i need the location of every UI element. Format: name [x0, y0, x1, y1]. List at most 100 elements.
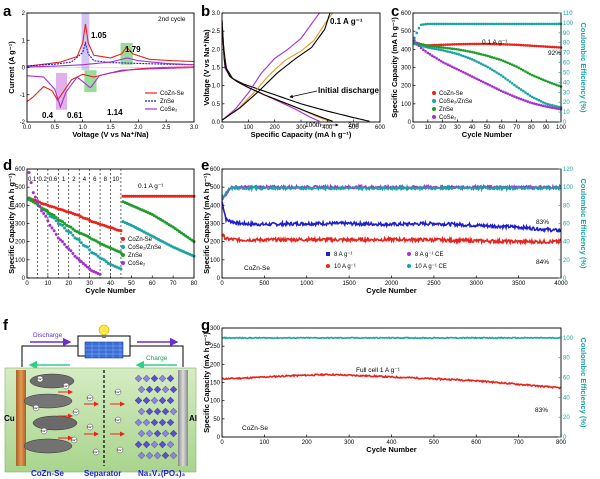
c-point-cose-znse: [468, 57, 472, 60]
c-point-cose-znse: [473, 59, 476, 62]
c-point-cose-znse: [479, 62, 483, 65]
e-xtick-label: 1500: [342, 281, 356, 287]
c-point-znse: [508, 62, 512, 66]
d-xtick-label: 50: [128, 281, 135, 287]
c-point-cose-znse: [459, 53, 463, 57]
c-point-cose-: [477, 78, 481, 82]
c-point-cozn-se: [450, 43, 454, 46]
a-annotation-1.05: 1.05: [91, 31, 107, 40]
c-point-cose-: [513, 95, 516, 98]
b-2nd-label: 2nd: [348, 122, 359, 129]
c-y2tick-label: 10: [563, 110, 570, 116]
c-point-cose-znse: [524, 91, 527, 94]
c-point-cozn-se: [464, 42, 467, 46]
e-retention-83: 83%: [536, 219, 549, 226]
d-point-cozn-se: [121, 194, 125, 198]
c-point-cose-: [528, 101, 532, 104]
f-anode-particles: [23, 373, 78, 454]
d-point-znse: [46, 210, 50, 214]
d-point-cose-znse: [94, 252, 98, 256]
g-y2tick-label: 20: [563, 415, 570, 421]
c-point-cozn-se: [533, 44, 536, 48]
e-xtick-label: 2000: [385, 281, 399, 287]
d-point-cozn-se: [165, 194, 169, 198]
d-point-znse: [182, 232, 186, 236]
c-point-cose-: [486, 82, 490, 86]
c-point-cose-znse: [450, 51, 454, 54]
c-point-cose-: [446, 63, 450, 66]
c-point-cozn-se: [444, 43, 447, 46]
d-point-znse: [119, 251, 123, 255]
c-point-cozn-se: [528, 44, 532, 47]
a-xtick-label: 2.0: [134, 125, 143, 131]
f-na-ion-label: Na⁺: [87, 425, 93, 429]
f-na-ion-label: Na⁺: [87, 396, 93, 400]
g-y2tick-label: 100: [563, 336, 574, 342]
d-y-axis-label: Specific Capacity (mA h g⁻¹): [7, 173, 16, 274]
c-point-ce: [533, 22, 536, 26]
b-curve-charge-orange: [221, 12, 334, 121]
a-series-group: [26, 23, 195, 109]
c-point-cose-: [428, 53, 432, 56]
c-point-cozn-se: [526, 44, 529, 47]
d-point-cozn-se: [169, 194, 173, 198]
d-point-cose-znse: [63, 226, 67, 230]
c-point-cose-znse: [546, 102, 549, 106]
d-point-cose-: [98, 272, 102, 276]
f-cathode-polyhedron: [153, 385, 162, 394]
g-retention-label: 83%: [535, 407, 548, 414]
b-xtick-label: 600: [375, 125, 386, 131]
c-point-cose-znse: [424, 45, 427, 49]
d-point-cose-: [67, 247, 71, 251]
c-point-znse: [504, 60, 507, 64]
c-point-cose-znse: [530, 95, 534, 99]
c-point-ce: [490, 22, 494, 26]
c-point-cozn-se: [468, 42, 472, 46]
c-point-ce: [462, 22, 465, 26]
e-ytick-label: 0: [217, 276, 221, 282]
panel-letter-b: b: [201, 3, 210, 20]
c-point-cose-: [464, 72, 467, 75]
d-point-znse: [186, 235, 190, 239]
f-cathode-polyhedron: [166, 374, 175, 383]
c-point-znse: [499, 58, 503, 62]
c-point-ce: [446, 22, 450, 26]
f-cathode-polyhedron: [134, 374, 143, 383]
g-ytick-label: 150: [210, 381, 221, 387]
c-point-cose-: [413, 38, 416, 42]
d-point-cose-: [33, 195, 37, 199]
d-point-cozn-se: [184, 194, 188, 198]
b-100th-label: 100th: [305, 122, 322, 129]
c-point-ce: [488, 22, 492, 26]
d-point-cozn-se: [142, 194, 146, 198]
c-ytick-label: 0: [408, 120, 412, 126]
d-legend-label-znse: ZnSe: [128, 253, 143, 259]
g-ytick-label: 300: [210, 326, 221, 332]
d-point-znse: [71, 227, 75, 231]
e-y2tick-label: 80: [563, 203, 570, 209]
c-xtick-label: 30: [454, 125, 461, 131]
d-point-cose-: [38, 204, 42, 208]
d-point-cose-znse: [60, 223, 64, 227]
b-y-axis-label: Voltage (V vs Na⁺/Na): [202, 29, 211, 106]
c-point-znse: [470, 50, 474, 54]
c-point-cose-znse: [453, 51, 456, 55]
panel-a: 0.0 0.5 1.0 1.5 2.0 2.5 3.0 -2 -1 0 1 2 Voltage (V v…: [7, 11, 199, 139]
c-point-cose-: [475, 77, 478, 81]
c-point-cose-znse: [457, 53, 461, 56]
c-point-cozn-se: [555, 45, 558, 49]
c-legend-label-cozn-se: CoZn-Se: [439, 91, 464, 97]
c-point-cozn-se: [557, 46, 561, 49]
e-legend-label-8: 8 A g⁻¹: [334, 252, 353, 258]
e-y2tick-label: 120: [563, 167, 574, 173]
c-point-ce: [464, 22, 467, 26]
c-point-znse: [430, 44, 434, 48]
c-point-cose-: [533, 102, 536, 105]
c-point-cozn-se: [439, 43, 443, 47]
b-ytick-label: 1.5: [212, 66, 221, 72]
d-point-cose-: [69, 249, 73, 253]
e-ytick-label: 500: [210, 185, 221, 191]
c-point-ce: [482, 22, 485, 26]
c-point-ce: [537, 22, 541, 26]
